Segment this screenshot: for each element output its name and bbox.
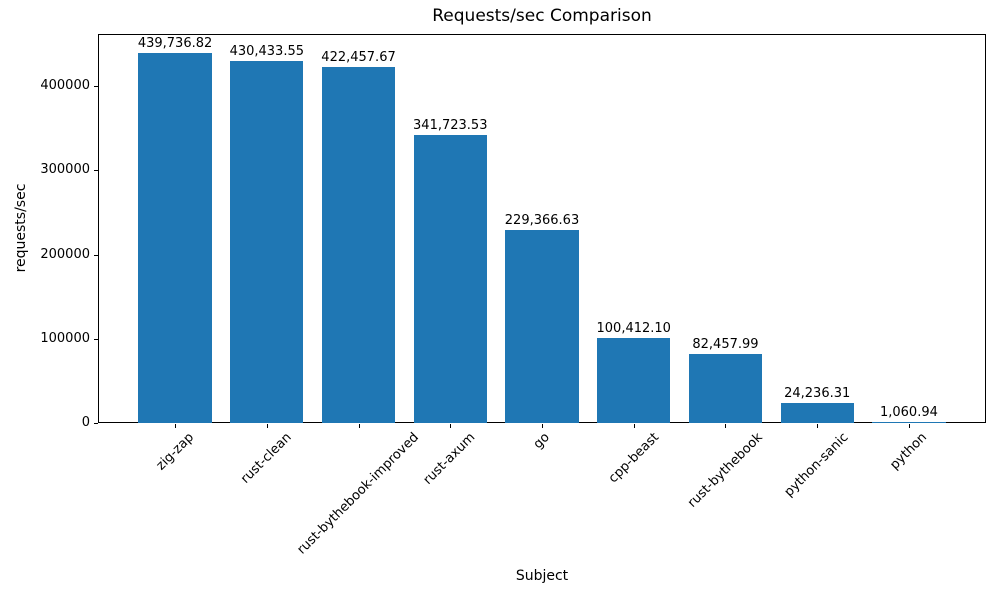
bar-value-label: 422,457.67 bbox=[321, 50, 396, 66]
bar-cpp-beast bbox=[597, 338, 671, 423]
bar-value-label: 430,433.55 bbox=[229, 43, 304, 59]
y-tick-label: 100000 bbox=[40, 330, 90, 346]
y-tick-label: 0 bbox=[81, 415, 90, 430]
x-axis-tick bbox=[358, 424, 360, 428]
x-tick-label: zig-zap bbox=[153, 430, 197, 474]
bar-rust-bythebook-improved bbox=[321, 67, 396, 423]
y-axis-tick bbox=[94, 423, 98, 424]
y-tick-label: 400000 bbox=[40, 78, 90, 94]
x-tick-label: go bbox=[530, 430, 553, 453]
bar-value-label: 439,736.82 bbox=[137, 35, 213, 51]
x-axis-tick bbox=[542, 424, 543, 428]
y-tick-label: 200000 bbox=[40, 246, 90, 262]
bar-value-label: 82,457.99 bbox=[692, 336, 759, 352]
x-axis-tick bbox=[817, 424, 819, 428]
bar-value-label: 229,366.63 bbox=[504, 212, 580, 228]
bar-rust-bythebook bbox=[688, 353, 763, 423]
x-axis-tick bbox=[633, 424, 635, 428]
bar-value-label: 1,060.94 bbox=[879, 405, 938, 420]
bar-rust-clean bbox=[230, 60, 304, 423]
y-axis-tick bbox=[94, 86, 98, 88]
bar-zig-zap bbox=[138, 52, 212, 423]
x-tick-label: rust-bythebook bbox=[684, 430, 766, 511]
y-axis-tick bbox=[94, 338, 98, 340]
bar-value-label: 100,412.10 bbox=[596, 321, 671, 337]
x-tick-label: rust-axum bbox=[420, 430, 479, 488]
x-axis-tick bbox=[175, 424, 177, 428]
bar-python-sanic bbox=[780, 402, 854, 423]
x-tick-label: rust-clean bbox=[238, 430, 295, 487]
bar-value-label: 24,236.31 bbox=[784, 385, 851, 401]
x-tick-label: python bbox=[887, 430, 931, 473]
y-axis-tick bbox=[94, 170, 98, 172]
chart-title: Requests/sec Comparison bbox=[432, 6, 652, 26]
x-axis-label: Subject bbox=[515, 568, 569, 584]
y-axis-tick bbox=[94, 254, 98, 256]
x-axis-tick bbox=[725, 424, 727, 428]
x-axis-tick bbox=[908, 424, 910, 428]
x-tick-label: rust-bythebook-improved bbox=[294, 430, 423, 558]
x-axis-tick bbox=[450, 424, 452, 428]
x-axis-tick bbox=[266, 424, 268, 428]
x-tick-label: python-sanic bbox=[781, 430, 852, 500]
bar-rust-axum bbox=[413, 135, 487, 423]
bar-python bbox=[872, 422, 946, 423]
bar-go bbox=[505, 229, 579, 423]
y-tick-label: 300000 bbox=[40, 162, 90, 178]
bar-value-label: 341,723.53 bbox=[413, 118, 488, 134]
x-tick-label: cpp-beast bbox=[605, 430, 662, 487]
